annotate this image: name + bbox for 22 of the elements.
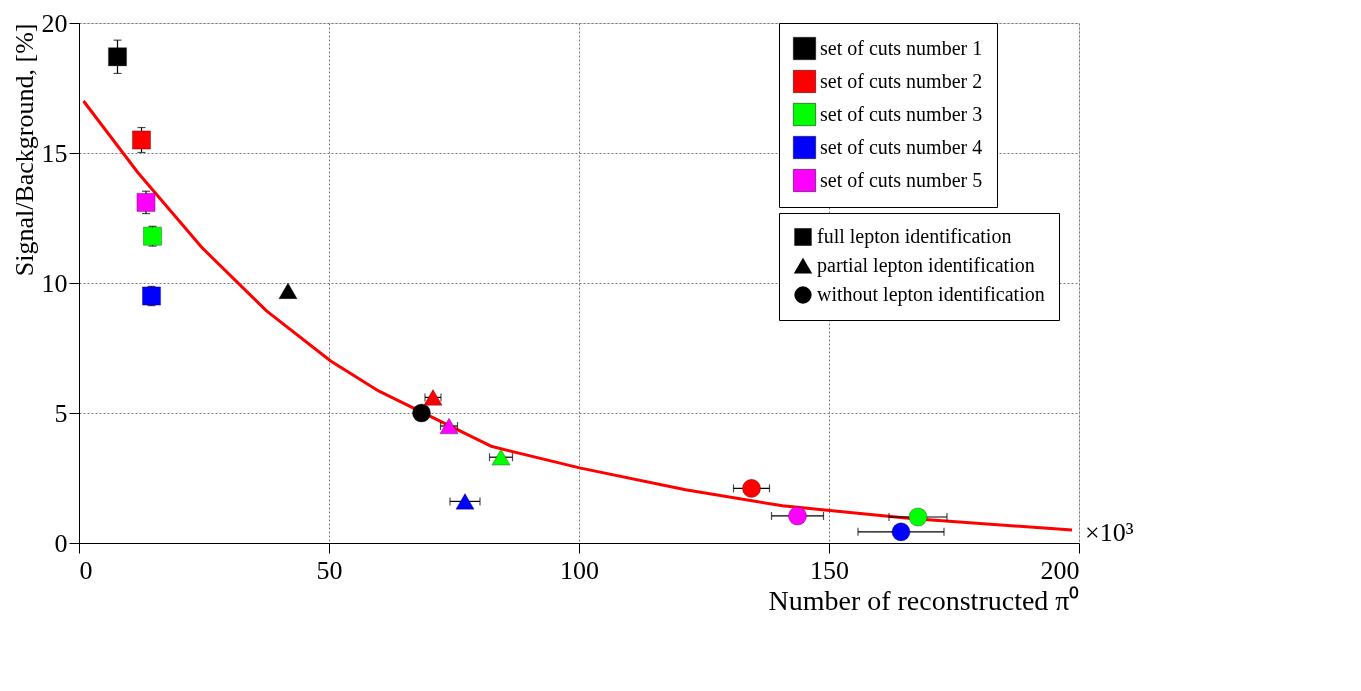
y-tick-label: 20 [41, 8, 68, 38]
legend-label: partial lepton identification [817, 254, 1035, 277]
y-tick-label: 10 [41, 268, 68, 298]
legend-label: set of cuts number 4 [820, 135, 983, 158]
legend-label: set of cuts number 2 [820, 69, 983, 92]
x-tick-label: 200 [1040, 555, 1080, 585]
x-tick-label: 0 [79, 555, 93, 585]
y-tick-label: 0 [54, 528, 68, 558]
legend-label: without lepton identification [817, 283, 1045, 306]
legend-label: set of cuts number 1 [820, 36, 983, 59]
y-tick-label: 15 [41, 138, 68, 168]
legend-label: set of cuts number 5 [820, 168, 983, 191]
x-tick-label: 50 [316, 555, 343, 585]
text: ×10³ [1085, 518, 1134, 547]
legend-label: full lepton identification [817, 225, 1012, 248]
y-axis-title: Signal/Background, [%] [9, 23, 39, 277]
legend-label: set of cuts number 3 [820, 102, 983, 125]
x-tick-label: 150 [810, 555, 849, 585]
x-tick-label: 100 [560, 555, 599, 585]
x-axis-title: Number of reconstructed π⁰ [768, 584, 1080, 616]
line-series [82, 99, 1074, 532]
y-tick-label: 5 [54, 398, 68, 428]
